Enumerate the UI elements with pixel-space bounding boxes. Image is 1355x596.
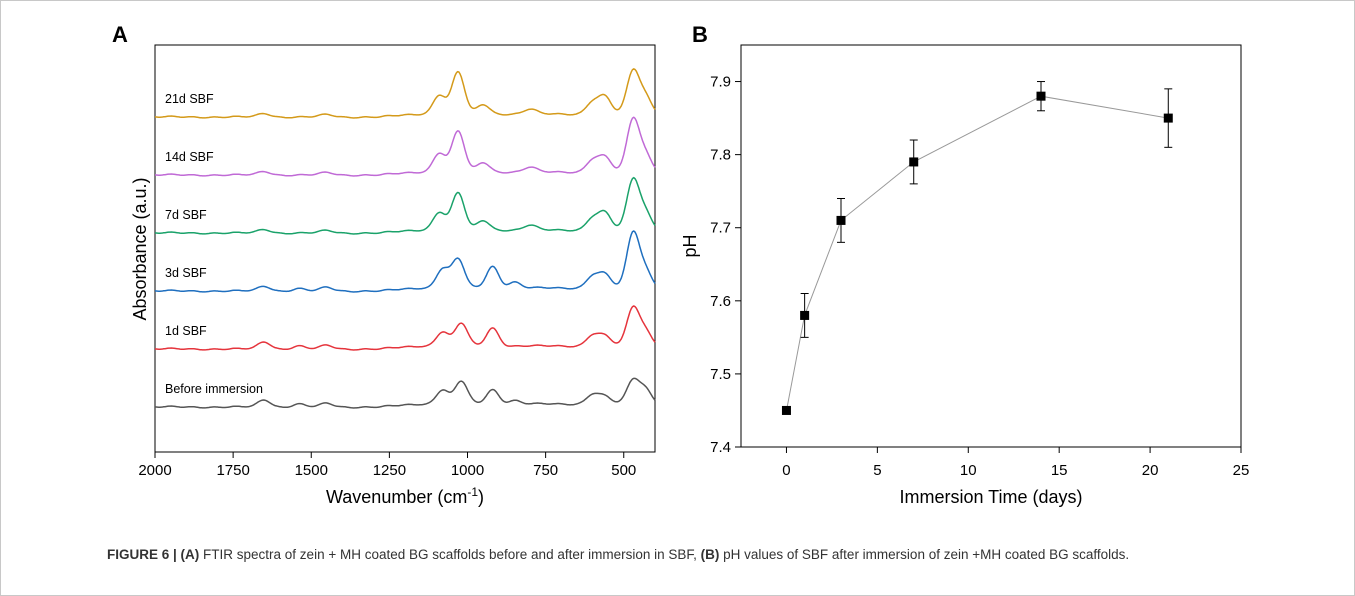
x-tick-label: 10 [960, 462, 977, 479]
series-label: 1d SBF [165, 324, 207, 338]
series-label: 7d SBF [165, 208, 207, 222]
spectrum-line [154, 230, 656, 293]
y-tick-label: 7.4 [710, 439, 731, 456]
panel-b-plot-area [740, 44, 1242, 448]
panel-a-x-axis-label: Wavenumber (cm-1) [326, 485, 484, 507]
x-tick-label: 5 [873, 462, 881, 479]
x-tick-label: 1500 [295, 462, 328, 479]
y-tick-label: 7.8 [710, 147, 731, 164]
x-tick-label: 750 [533, 462, 558, 479]
x-tick-label: 20 [1142, 462, 1159, 479]
spectrum-line [154, 68, 656, 119]
series-label: 3d SBF [165, 266, 207, 280]
panel-a-plot-area [154, 44, 656, 453]
x-tick-label: 2000 [138, 462, 171, 479]
figure-caption: FIGURE 6 | (A) FTIR spectra of zein + MH… [107, 545, 1287, 565]
spectrum-line [154, 305, 656, 351]
panel-a: A 2000 1750 1500 1250 1000 750 500 Before imme… [112, 22, 656, 507]
series-label: 14d SBF [165, 150, 214, 164]
data-point [909, 157, 919, 167]
panel-b-data [781, 81, 1173, 415]
panel-a-y-axis-label: Absorbance (a.u.) [130, 177, 150, 320]
panel-b-y-ticks: 7.4 7.5 7.6 7.7 7.8 7.9 [710, 74, 741, 456]
data-point [1036, 91, 1046, 101]
panel-b: B 0 5 10 15 20 25 7.4 7.5 7.6 7.7 7.8 7.9 Immersio… [680, 22, 1249, 507]
data-point [781, 405, 791, 415]
caption-lead: FIGURE 6 | (A) [107, 547, 200, 562]
caption-b-label: (B) [700, 547, 720, 562]
caption-part-b: pH values of SBF after immersion of zein… [719, 547, 1130, 562]
x-tick-label: 15 [1051, 462, 1068, 479]
panel-b-y-axis-label: pH [680, 234, 700, 257]
panel-a-label: A [112, 22, 128, 47]
spectrum-line [154, 377, 656, 409]
panel-a-x-ticks: 2000 1750 1500 1250 1000 750 500 [138, 452, 636, 479]
x-tick-label: 1250 [373, 462, 406, 479]
series-label: 21d SBF [165, 92, 214, 106]
panel-a-series: Before immersion 1d SBF 3d SBF 7d SBF 14d SB… [154, 68, 656, 409]
caption-part-a: FTIR spectra of zein + MH coated BG scaf… [199, 547, 701, 562]
x-tick-label: 1750 [216, 462, 249, 479]
panel-b-label: B [692, 22, 708, 47]
series-label: Before immersion [165, 382, 263, 396]
data-point [836, 215, 846, 225]
data-point [800, 310, 810, 320]
x-tick-label: 1000 [451, 462, 484, 479]
x-tick-label: 0 [782, 462, 790, 479]
x-tick-label: 25 [1233, 462, 1250, 479]
data-point [1163, 113, 1173, 123]
y-tick-label: 7.9 [710, 74, 731, 91]
panel-b-x-axis-label: Immersion Time (days) [899, 487, 1082, 507]
y-tick-label: 7.5 [710, 366, 731, 383]
spectrum-line [154, 116, 656, 177]
y-tick-label: 7.6 [710, 293, 731, 310]
y-tick-label: 7.7 [710, 220, 731, 237]
x-tick-label: 500 [611, 462, 636, 479]
ph-line [786, 95, 1169, 411]
panel-b-x-ticks: 0 5 10 15 20 25 [782, 447, 1249, 479]
spectrum-line [154, 176, 656, 235]
